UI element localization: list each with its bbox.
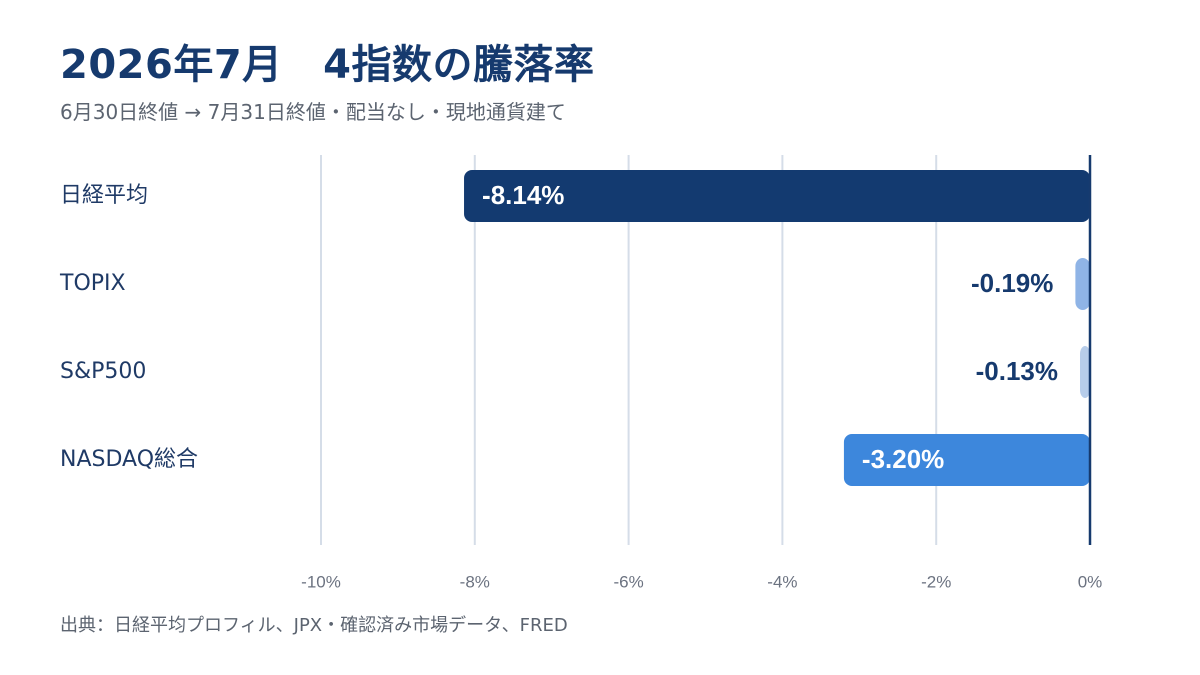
category-label: TOPIX (59, 271, 126, 296)
x-tick-label: -10% (301, 572, 341, 591)
bar (1080, 346, 1090, 398)
category-label: NASDAQ総合 (60, 447, 198, 472)
x-tick-label: -2% (921, 572, 951, 591)
data-label: -3.20% (862, 444, 944, 474)
bar (843, 434, 1090, 486)
category-label: S&P500 (60, 359, 146, 384)
chart-subtitle: 6月30日終値 → 7月31日終値・配当なし・現地通貨建て (60, 100, 566, 124)
data-label: -8.14% (482, 180, 564, 210)
x-tick-label: -6% (613, 572, 643, 591)
bar (464, 170, 1090, 222)
x-tick-label: 0% (1078, 572, 1103, 591)
data-label: -0.13% (976, 356, 1058, 386)
chart-title: 2026年7月 4指数の騰落率 (60, 42, 595, 88)
source-note: 出典：日経平均プロフィル、JPX・確認済み市場データ、FRED (60, 615, 568, 636)
x-tick-label: -4% (767, 572, 797, 591)
data-label: -0.19% (971, 268, 1053, 298)
category-label: 日経平均 (60, 183, 148, 208)
bar (1075, 258, 1090, 310)
x-tick-label: -8% (460, 572, 490, 591)
